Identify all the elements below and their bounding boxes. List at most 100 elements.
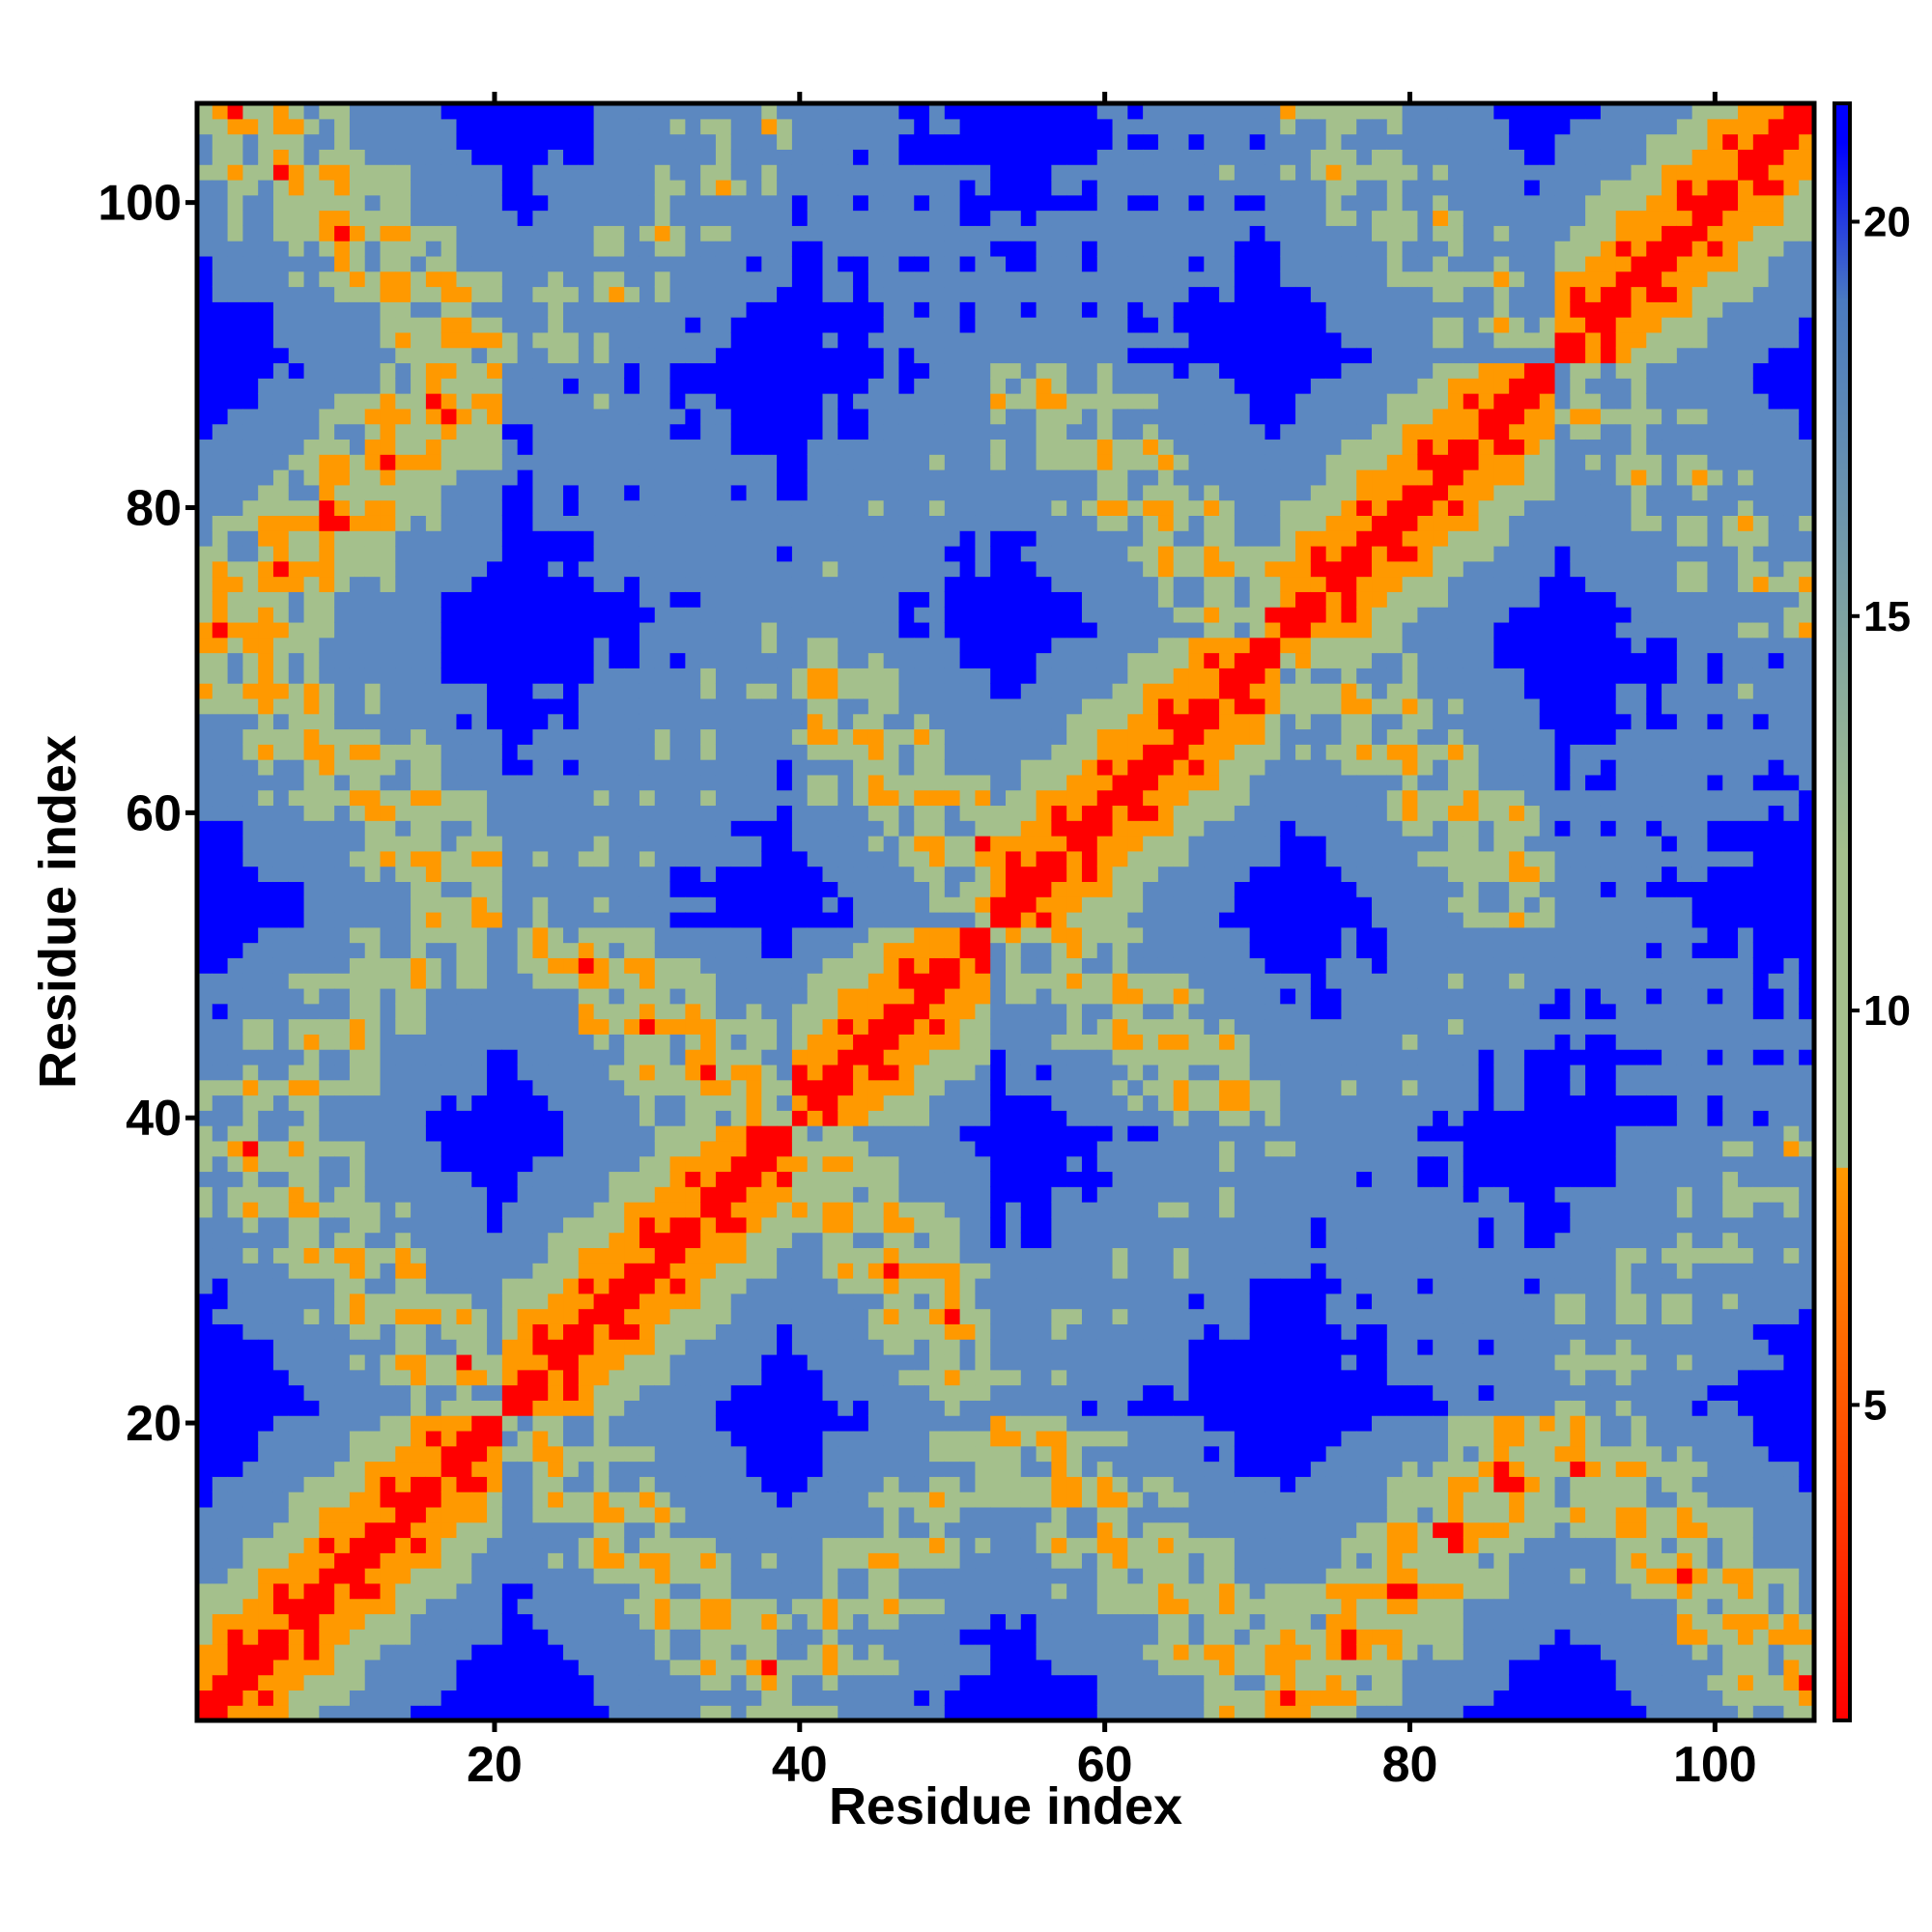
heatmap-cell [669,1506,686,1523]
heatmap-cell [654,118,671,135]
heatmap-cell [807,1400,824,1416]
heatmap-cell [456,1476,472,1492]
heatmap-cell [838,225,854,242]
heatmap-cell [791,1598,809,1615]
heatmap-cell [532,1186,549,1203]
heatmap-cell [501,1690,519,1706]
heatmap-cell [761,347,778,364]
heatmap-cell [471,1476,488,1492]
heatmap-cell [364,1339,382,1355]
heatmap-cell [258,1400,274,1416]
heatmap-cell [624,1202,640,1218]
heatmap-cell [212,866,229,883]
heatmap-cell [685,1018,701,1035]
heatmap-cell [501,210,519,226]
heatmap-cell [715,896,732,913]
heatmap-cell [898,408,915,425]
heatmap-cell [578,149,595,165]
heatmap-cell [212,637,229,654]
heatmap-cell [380,1492,396,1508]
heatmap-cell [532,1079,549,1096]
heatmap-cell [395,912,412,928]
heatmap-cell [380,194,396,212]
heatmap-cell [791,103,809,120]
heatmap-cell [319,866,335,883]
heatmap-cell [303,439,320,455]
heatmap-cell [258,103,274,120]
heatmap-cell [501,1202,519,1218]
heatmap-cell [517,1415,534,1432]
heatmap-cell [425,393,442,410]
heatmap-cell [791,591,809,608]
heatmap-cell [593,836,610,852]
heatmap-cell [501,515,519,531]
heatmap-cell [425,1049,442,1065]
heatmap-cell [272,331,290,349]
heatmap-cell [456,1293,472,1310]
heatmap-cell [242,499,259,516]
heatmap-cell [838,1644,854,1661]
heatmap-cell [761,1674,778,1691]
heatmap-cell [456,1430,472,1447]
heatmap-cell [761,1690,778,1706]
heatmap-cell [777,1369,793,1386]
heatmap-cell [501,1155,519,1173]
heatmap-cell [730,270,748,288]
heatmap-cell [669,683,686,699]
heatmap-cell [700,530,717,547]
heatmap-cell [777,1492,793,1508]
heatmap-cell [532,270,549,288]
heatmap-cell [272,454,290,470]
heatmap-cell [349,668,366,684]
heatmap-cell [487,1674,503,1691]
heatmap-cell [258,866,274,883]
heatmap-cell [700,896,717,913]
heatmap-cell [700,1461,717,1477]
heatmap-cell [883,1400,900,1416]
heatmap-cell [898,347,915,364]
heatmap-cell [258,1079,274,1096]
heatmap-cell [288,1537,305,1553]
heatmap-cell [227,1186,243,1203]
heatmap-cell [501,1476,519,1492]
heatmap-cell [822,1263,838,1279]
heatmap-cell [258,942,274,958]
heatmap-cell [487,1476,503,1492]
heatmap-cell [700,1353,717,1371]
heatmap-cell [777,1384,793,1401]
heatmap-cell [532,499,549,516]
heatmap-cell [471,789,488,807]
heatmap-cell [319,728,335,745]
heatmap-cell [517,1094,534,1111]
heatmap-cell [669,1278,686,1294]
heatmap-cell [303,1690,320,1706]
heatmap-cell [456,789,472,807]
heatmap-cell [822,499,838,516]
heatmap-cell [822,1079,838,1096]
heatmap-cell [212,301,229,318]
heatmap-cell [746,744,762,760]
heatmap-cell [715,1690,732,1706]
heatmap-cell [411,1216,427,1234]
heatmap-cell [791,789,809,807]
heatmap-cell [791,1415,809,1432]
heatmap-cell [609,484,625,501]
heatmap-cell [548,1278,564,1294]
heatmap-cell [624,1476,640,1492]
heatmap-cell [563,408,580,425]
heatmap-cell [609,1018,625,1035]
heatmap-cell [334,1476,351,1492]
heatmap-cell [440,164,458,181]
heatmap-cell [380,1278,396,1294]
heatmap-cell [746,1400,762,1416]
heatmap-cell [578,484,595,501]
heatmap-cell [563,133,580,150]
heatmap-cell [395,515,412,531]
heatmap-cell [791,1690,809,1706]
heatmap-cell [364,164,382,181]
heatmap-cell [777,759,793,776]
heatmap-cell [272,668,290,684]
heatmap-cell [867,439,885,455]
heatmap-cell [487,499,503,516]
heatmap-cell [258,1613,274,1630]
